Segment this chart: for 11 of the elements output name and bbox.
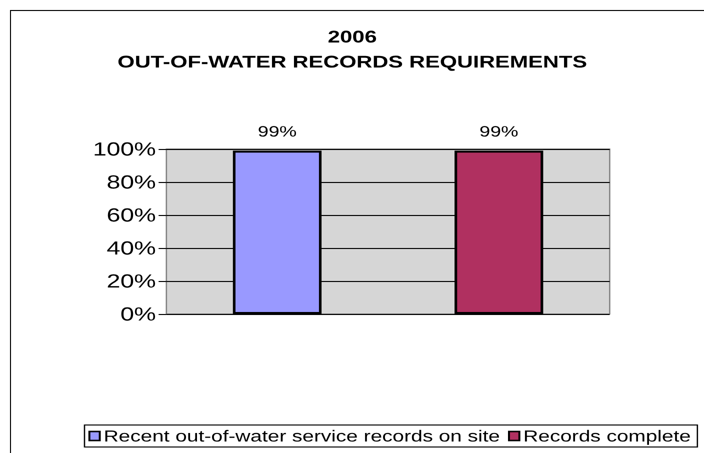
legend-label: Records complete	[523, 426, 691, 446]
y-tick-label: 40%	[106, 237, 156, 259]
y-tick-label: 20%	[106, 270, 156, 292]
y-tick-label: 100%	[92, 138, 156, 160]
y-tick-label: 80%	[106, 171, 156, 193]
legend-label: Recent out-of-water service records on site	[104, 426, 500, 446]
y-tick-label: 60%	[106, 204, 156, 226]
y-tick-label: 0%	[120, 303, 156, 325]
data-label: 99%	[258, 122, 297, 140]
data-label: 99%	[479, 122, 518, 140]
chart-title: 2006 OUT-OF-WATER RECORDS REQUIREMENTS	[118, 28, 588, 72]
